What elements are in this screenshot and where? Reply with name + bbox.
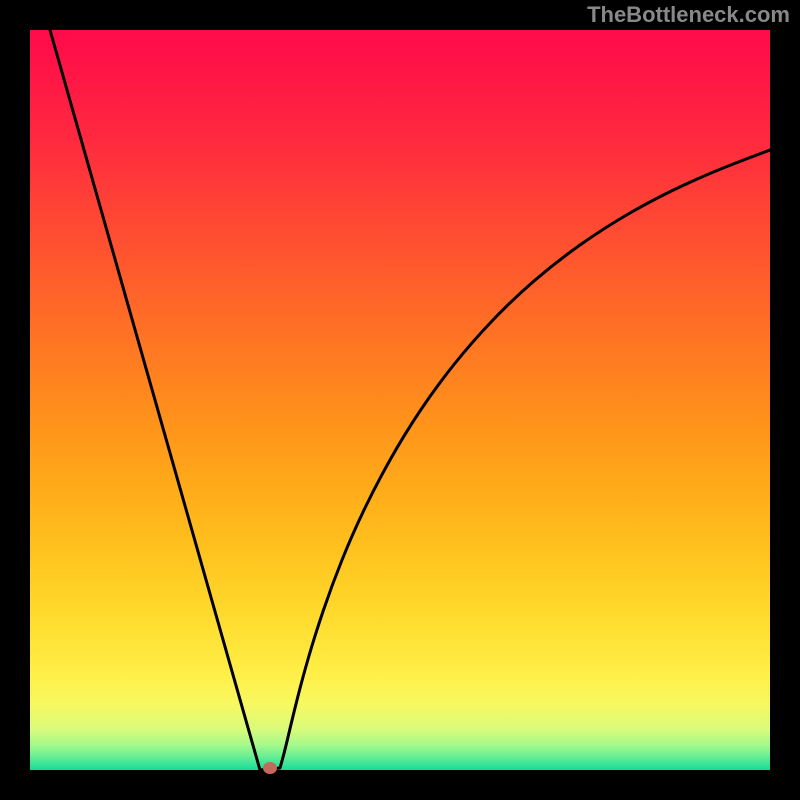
plot-area xyxy=(30,30,770,770)
optimum-marker xyxy=(263,762,277,774)
attribution-text: TheBottleneck.com xyxy=(587,2,790,28)
bottleneck-curve xyxy=(30,30,770,770)
